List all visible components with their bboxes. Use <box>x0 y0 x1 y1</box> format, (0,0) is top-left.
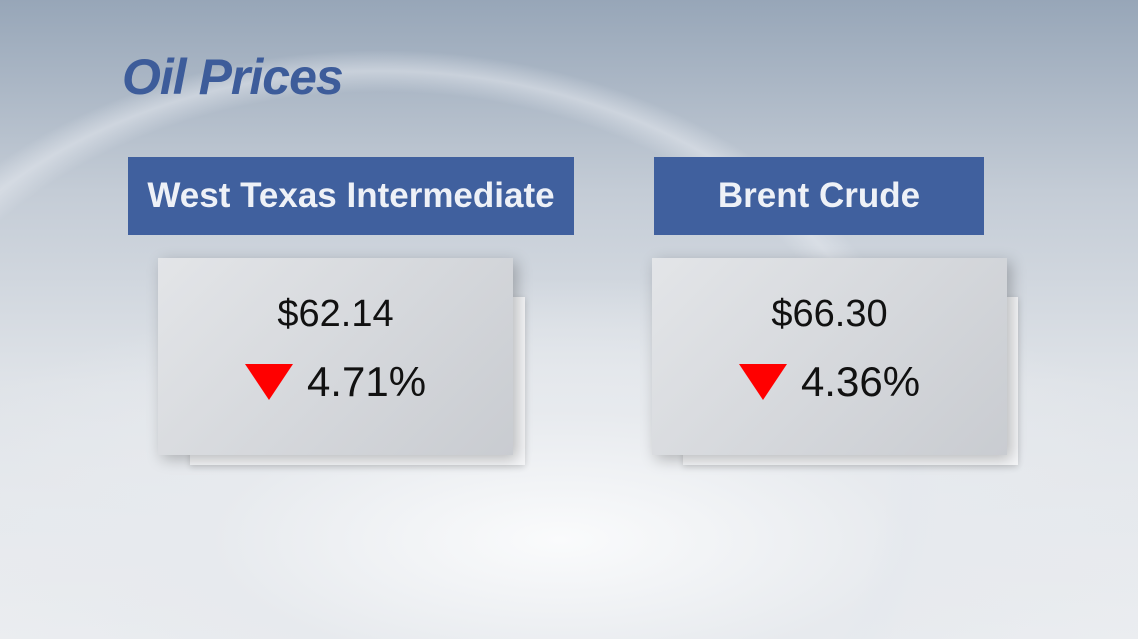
brent-change-value: 4.36% <box>800 358 921 405</box>
brent-panel: $66.30 4.36% <box>652 258 1007 455</box>
brent-header: Brent Crude <box>654 157 984 235</box>
page-title: Oil Prices <box>122 49 344 105</box>
wti-change: 4.71% <box>158 358 513 406</box>
wti-change-value: 4.71% <box>306 358 427 405</box>
wti-panel: $62.14 4.71% <box>158 258 513 455</box>
down-arrow-icon <box>738 364 787 400</box>
brent-change: 4.36% <box>652 358 1007 406</box>
down-arrow-icon <box>244 364 293 400</box>
wti-header: West Texas Intermediate <box>128 157 574 235</box>
brent-price: $66.30 <box>771 293 888 335</box>
wti-price: $62.14 <box>277 293 394 335</box>
